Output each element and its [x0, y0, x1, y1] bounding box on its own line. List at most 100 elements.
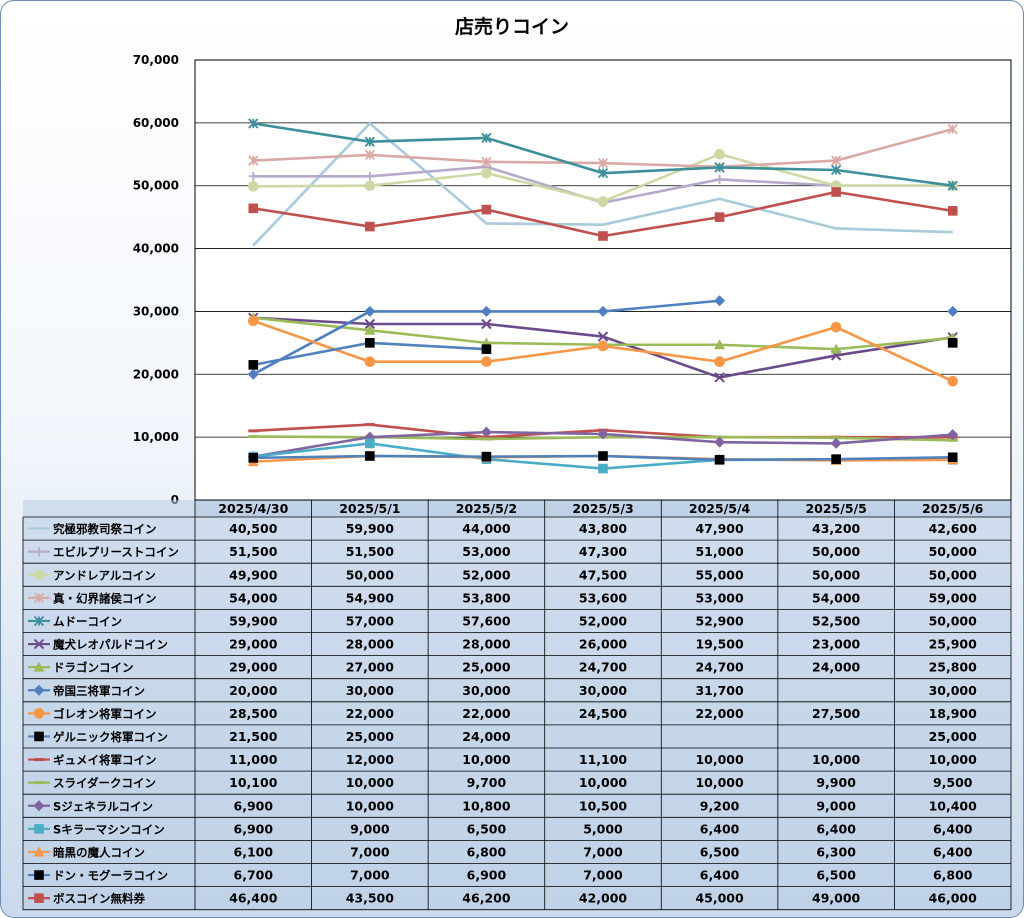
table-cell-value: 11,100 [579, 752, 628, 767]
table-cell-value: 6,800 [933, 868, 973, 883]
data-point [365, 451, 375, 461]
table-cell-value: 52,500 [812, 613, 861, 628]
table-cell-value: 9,000 [816, 798, 856, 813]
table-cell-value: 47,500 [579, 567, 628, 582]
data-point [364, 324, 376, 335]
data-point [831, 155, 842, 166]
data-point [714, 162, 725, 173]
table-cell-value: 27,000 [346, 660, 395, 675]
table-cell-value: 10,000 [812, 752, 861, 767]
table-cell-value: 42,000 [579, 891, 628, 906]
legend-key [28, 731, 50, 742]
y-tick-label: 10,000 [133, 430, 179, 444]
data-point [248, 171, 258, 181]
series-name: 魔犬レオパルドコイン [53, 638, 168, 652]
table-cell-value: 10,000 [346, 798, 395, 813]
table-cell-value: 47,900 [695, 521, 744, 536]
table-cell-value: 6,400 [816, 821, 856, 836]
data-point [947, 429, 959, 441]
legend-key-marker [33, 638, 45, 650]
table-cell-value: 30,000 [579, 683, 628, 698]
table-cell-value: 7,000 [350, 844, 390, 859]
table-cell-value: 6,900 [467, 868, 507, 883]
legend-key [28, 781, 50, 785]
table-cell-value: 28,000 [346, 637, 395, 652]
table-cell-value: 50,000 [929, 613, 978, 628]
legend-key-marker [33, 684, 45, 696]
table-cell-value: 42,600 [929, 521, 978, 536]
legend-key [28, 592, 50, 603]
x-category-label: 2025/4/30 [218, 501, 288, 516]
legend-key [28, 547, 50, 557]
table-cell-value: 25,800 [929, 660, 978, 675]
table-cell-value: 9,900 [816, 775, 856, 790]
data-point [248, 360, 259, 370]
legend-key [28, 893, 50, 903]
data-point [947, 180, 958, 191]
data-point [365, 338, 375, 348]
data-point [947, 338, 958, 348]
data-point [365, 171, 375, 181]
data-point [830, 343, 842, 354]
series-7 [247, 295, 959, 380]
table-cell-value: 51,000 [695, 544, 744, 559]
table-cell-value: 24,700 [579, 660, 628, 675]
table-cell-value: 49,000 [812, 891, 861, 906]
series-name: 帝国三将軍コイン [53, 684, 145, 698]
table-cell-value: 52,000 [462, 567, 511, 582]
table-cell-value: 50,000 [812, 544, 861, 559]
y-tick-label: 60,000 [133, 116, 179, 130]
legend-key [28, 661, 50, 672]
table-cell-value: 10,000 [929, 752, 978, 767]
data-point [598, 231, 608, 241]
table-cell-value: 7,000 [350, 868, 390, 883]
table-cell-value: 30,000 [462, 683, 511, 698]
table-cell-value: 10,500 [579, 798, 628, 813]
data-point [597, 196, 609, 207]
data-point [714, 356, 725, 368]
table-cell-value: 10,000 [695, 775, 744, 790]
data-point [247, 368, 259, 380]
legend-key [28, 615, 50, 627]
table-cell-value: 10,000 [346, 775, 395, 790]
table-cell-value: 20,000 [229, 683, 278, 698]
series-4 [248, 118, 958, 191]
table-cell-value: 50,000 [346, 567, 395, 582]
data-point [715, 174, 725, 184]
legend-key-marker [33, 615, 45, 627]
data-point [364, 136, 375, 147]
legend-key-marker [33, 592, 45, 603]
chart-title: 店売りコイン [455, 15, 569, 38]
data-point [365, 221, 375, 232]
table-cell-value: 54,000 [229, 590, 278, 605]
table-cell-value: 50,000 [929, 567, 978, 582]
x-category-label: 2025/5/1 [339, 501, 400, 516]
table-cell-value: 53,000 [462, 544, 511, 559]
table-cell-value: 53,000 [695, 590, 744, 605]
data-point [714, 436, 726, 448]
table-cell-value: 6,900 [234, 798, 274, 813]
data-point [481, 451, 492, 462]
table-cell-value: 25,000 [929, 729, 978, 744]
series-name: Sキラーマシンコイン [53, 822, 165, 836]
table-cell-value: 43,500 [346, 891, 395, 906]
table-cell-value: 25,900 [929, 637, 978, 652]
table-cell-value: 24,000 [812, 660, 861, 675]
table-cell-value: 24,500 [579, 706, 628, 721]
table-cell-value: 44,000 [462, 521, 511, 536]
legend-key-marker [34, 731, 44, 742]
data-point [714, 339, 726, 350]
data-point [714, 212, 725, 222]
legend-key [28, 800, 50, 812]
table-cell-value: 50,000 [929, 544, 978, 559]
data-point [830, 321, 842, 333]
table-cell-value: 12,000 [346, 752, 395, 767]
series-name: 真・幻界諸侯コイン [53, 591, 157, 605]
table-cell-value: 27,500 [812, 706, 861, 721]
legend-key-marker [34, 758, 44, 762]
data-point [597, 428, 609, 440]
data-point [598, 451, 608, 461]
legend-key-marker [34, 824, 44, 834]
data-point [248, 453, 259, 463]
